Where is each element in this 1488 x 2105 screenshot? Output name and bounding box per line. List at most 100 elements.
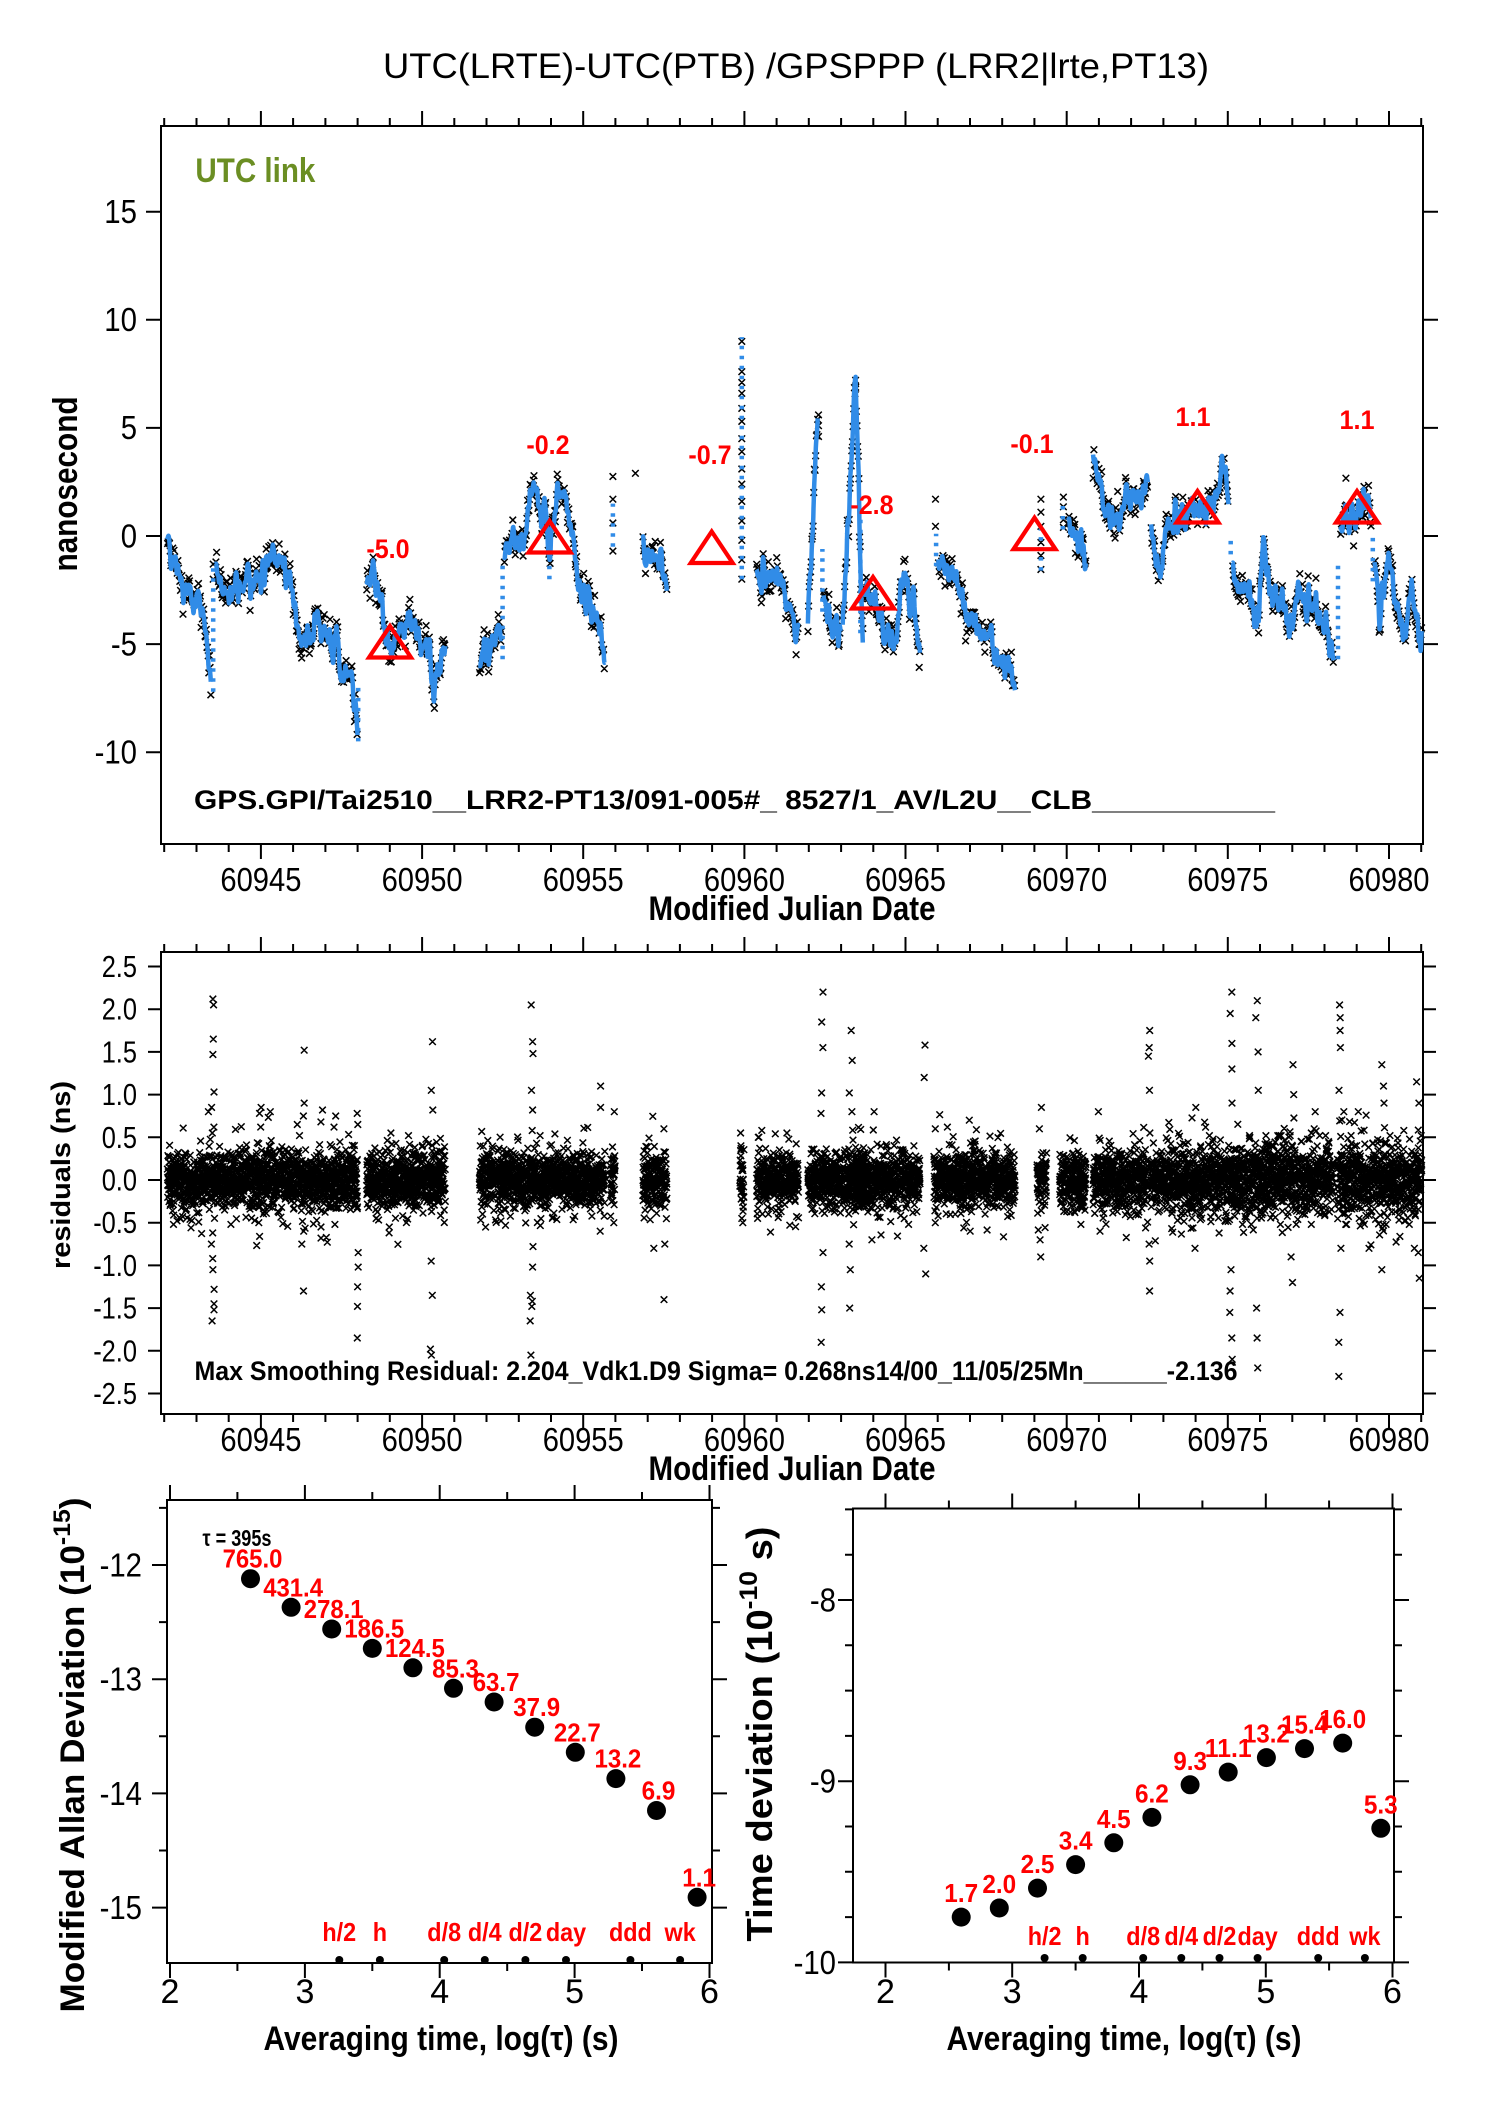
svg-text:-0.1: -0.1 bbox=[1010, 429, 1053, 459]
svg-text:124.5: 124.5 bbox=[385, 1633, 445, 1663]
svg-text:1.7: 1.7 bbox=[944, 1878, 978, 1908]
svg-text:-0.2: -0.2 bbox=[526, 430, 569, 460]
svg-text:60975: 60975 bbox=[1187, 861, 1268, 898]
svg-text:2: 2 bbox=[161, 1973, 180, 2011]
svg-text:16.0: 16.0 bbox=[1319, 1704, 1366, 1734]
svg-text:-2.8: -2.8 bbox=[850, 490, 893, 520]
svg-text:1.1: 1.1 bbox=[1339, 405, 1374, 435]
svg-text:37.9: 37.9 bbox=[513, 1692, 560, 1722]
svg-text:6.9: 6.9 bbox=[642, 1776, 676, 1806]
svg-text:5: 5 bbox=[1256, 1973, 1275, 2011]
svg-text:nanosecond: nanosecond bbox=[47, 397, 85, 572]
svg-text:Modified Julian Date: Modified Julian Date bbox=[649, 890, 936, 928]
svg-text:Averaging time, log(τ) (s): Averaging time, log(τ) (s) bbox=[264, 2020, 619, 2058]
svg-text:2.5: 2.5 bbox=[1021, 1849, 1055, 1879]
svg-text:Modified Julian Date: Modified Julian Date bbox=[649, 1450, 936, 1488]
svg-text:431.4: 431.4 bbox=[263, 1572, 323, 1602]
svg-text:τ = 395s: τ = 395s bbox=[203, 1525, 272, 1551]
svg-text:ddd: ddd bbox=[609, 1917, 652, 1947]
svg-text:60970: 60970 bbox=[1026, 861, 1107, 898]
svg-text:2.5: 2.5 bbox=[102, 949, 137, 984]
svg-text:UTC(LRTE)-UTC(PTB) /GPSPPP (: UTC(LRTE)-UTC(PTB) /GPSPPP (LRR2|lrte,PT… bbox=[383, 46, 1209, 86]
svg-text:60950: 60950 bbox=[382, 1421, 463, 1458]
svg-text:60960: 60960 bbox=[704, 861, 785, 898]
svg-text:h/2: h/2 bbox=[1028, 1921, 1062, 1951]
svg-text:63.7: 63.7 bbox=[473, 1667, 520, 1697]
svg-text:UTC link: UTC link bbox=[195, 152, 316, 190]
svg-text:h: h bbox=[373, 1917, 387, 1947]
svg-text:-0.5: -0.5 bbox=[93, 1205, 137, 1240]
svg-text:1.5: 1.5 bbox=[102, 1034, 137, 1069]
svg-text:-10: -10 bbox=[794, 1944, 836, 1981]
svg-text:Max Smoothing Residual: 2.204_: Max Smoothing Residual: 2.204_Vdk1.D9 Si… bbox=[195, 1356, 1238, 1386]
svg-text:60965: 60965 bbox=[865, 1421, 946, 1458]
svg-text:5.3: 5.3 bbox=[1364, 1789, 1398, 1819]
svg-text:60980: 60980 bbox=[1349, 1421, 1430, 1458]
svg-text:60955: 60955 bbox=[543, 861, 624, 898]
svg-text:-0.7: -0.7 bbox=[688, 440, 731, 470]
svg-text:0.5: 0.5 bbox=[102, 1120, 137, 1155]
svg-text:5: 5 bbox=[121, 409, 137, 446]
svg-text:15.4: 15.4 bbox=[1281, 1710, 1328, 1740]
svg-text:186.5: 186.5 bbox=[344, 1613, 404, 1643]
svg-text:11.1: 11.1 bbox=[1205, 1733, 1252, 1763]
svg-text:4: 4 bbox=[1130, 1973, 1149, 2011]
svg-text:d/4: d/4 bbox=[468, 1917, 502, 1947]
svg-text:-5: -5 bbox=[111, 625, 137, 662]
svg-text:d/4: d/4 bbox=[1164, 1921, 1198, 1951]
svg-text:Modified Allan Deviation (10-1: Modified Allan Deviation (10-15) bbox=[49, 1498, 92, 2013]
svg-text:-8: -8 bbox=[810, 1582, 836, 1619]
svg-text:6.2: 6.2 bbox=[1135, 1778, 1169, 1808]
svg-text:day: day bbox=[546, 1917, 587, 1947]
svg-text:22.7: 22.7 bbox=[554, 1717, 601, 1747]
svg-text:residuals (ns): residuals (ns) bbox=[46, 1081, 76, 1269]
svg-text:h/2: h/2 bbox=[322, 1917, 356, 1947]
svg-text:d/2: d/2 bbox=[509, 1917, 543, 1947]
svg-text:Averaging time, log(τ) (s): Averaging time, log(τ) (s) bbox=[947, 2020, 1302, 2058]
svg-text:GPS.GPI/Tai2510__LRR2-PT13/091: GPS.GPI/Tai2510__LRR2-PT13/091-005#_ 852… bbox=[194, 785, 1275, 815]
svg-text:h: h bbox=[1076, 1921, 1090, 1951]
svg-text:4: 4 bbox=[430, 1973, 449, 2011]
svg-text:6: 6 bbox=[1383, 1973, 1402, 2011]
svg-text:6: 6 bbox=[700, 1973, 719, 2011]
svg-text:3: 3 bbox=[295, 1973, 314, 2011]
svg-text:60960: 60960 bbox=[704, 1421, 785, 1458]
svg-text:d/8: d/8 bbox=[1126, 1921, 1160, 1951]
svg-text:-5.0: -5.0 bbox=[366, 534, 409, 564]
svg-text:-14: -14 bbox=[100, 1775, 142, 1812]
svg-text:60965: 60965 bbox=[865, 861, 946, 898]
svg-text:-1.5: -1.5 bbox=[93, 1291, 137, 1326]
svg-text:60955: 60955 bbox=[543, 1421, 624, 1458]
svg-text:13.2: 13.2 bbox=[595, 1744, 642, 1774]
svg-text:4.5: 4.5 bbox=[1097, 1804, 1131, 1834]
svg-text:10: 10 bbox=[104, 301, 137, 338]
svg-text:2.0: 2.0 bbox=[102, 992, 137, 1027]
svg-text:-15: -15 bbox=[100, 1889, 142, 1926]
svg-text:5: 5 bbox=[565, 1973, 584, 2011]
svg-text:60975: 60975 bbox=[1187, 1421, 1268, 1458]
svg-text:0.0: 0.0 bbox=[102, 1163, 137, 1198]
svg-text:765.0: 765.0 bbox=[223, 1544, 283, 1574]
svg-text:60980: 60980 bbox=[1349, 861, 1430, 898]
svg-text:3.4: 3.4 bbox=[1059, 1826, 1093, 1856]
svg-text:-9: -9 bbox=[810, 1763, 836, 1800]
svg-text:-2.0: -2.0 bbox=[93, 1333, 137, 1368]
svg-text:15: 15 bbox=[104, 193, 137, 230]
svg-text:1.1: 1.1 bbox=[682, 1862, 716, 1892]
svg-text:2: 2 bbox=[876, 1973, 895, 2011]
svg-text:wk: wk bbox=[1348, 1921, 1381, 1951]
svg-text:d/2: d/2 bbox=[1203, 1921, 1237, 1951]
svg-text:0: 0 bbox=[121, 517, 137, 554]
svg-text:day: day bbox=[1237, 1921, 1278, 1951]
svg-text:1.1: 1.1 bbox=[1175, 402, 1210, 432]
svg-text:60945: 60945 bbox=[220, 861, 301, 898]
svg-text:-10: -10 bbox=[95, 734, 137, 771]
svg-text:d/8: d/8 bbox=[427, 1917, 461, 1947]
svg-text:-13: -13 bbox=[100, 1661, 142, 1698]
svg-text:9.3: 9.3 bbox=[1173, 1746, 1207, 1776]
svg-text:13.2: 13.2 bbox=[1243, 1719, 1290, 1749]
svg-text:60945: 60945 bbox=[220, 1421, 301, 1458]
svg-text:2.0: 2.0 bbox=[982, 1869, 1016, 1899]
svg-text:1.0: 1.0 bbox=[102, 1077, 137, 1112]
svg-text:wk: wk bbox=[664, 1917, 697, 1947]
